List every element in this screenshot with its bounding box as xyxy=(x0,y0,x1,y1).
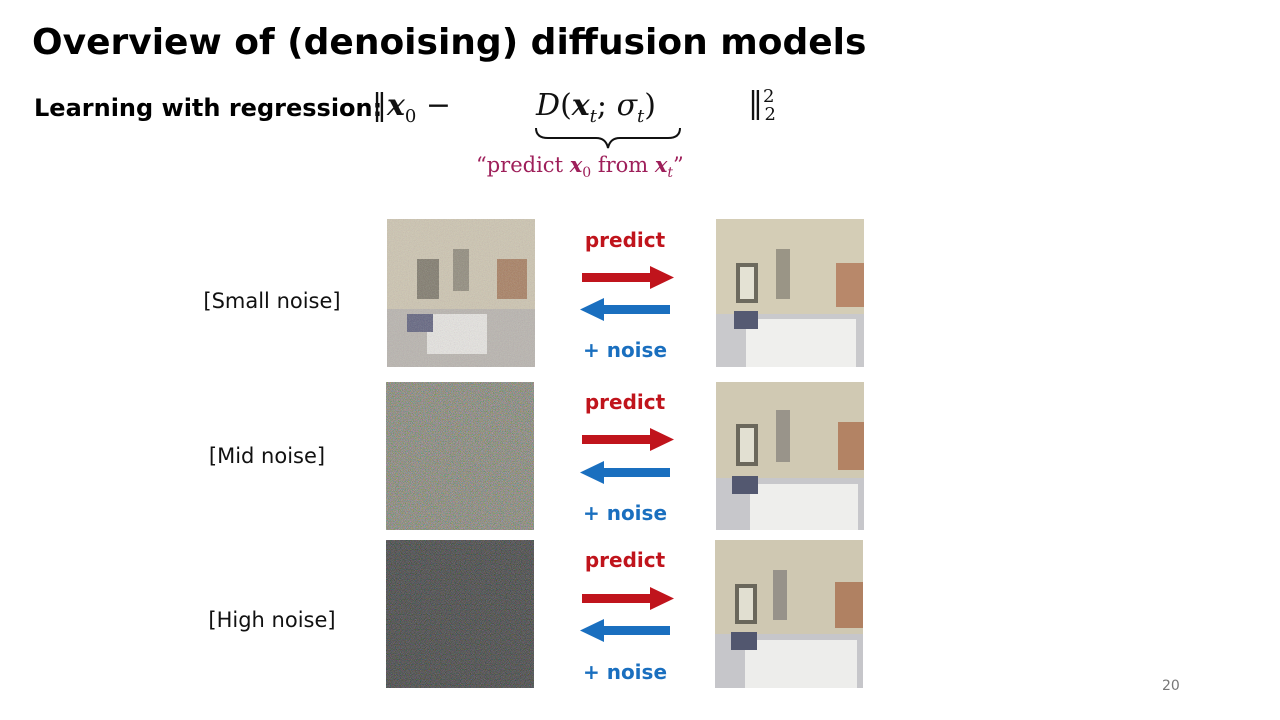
equation-norm: ‖22 xyxy=(748,86,776,125)
noise-arrow-left xyxy=(580,619,670,642)
predict-label: predict xyxy=(584,228,666,252)
predict-label: predict xyxy=(584,390,666,414)
clean-image-2 xyxy=(716,382,864,530)
predict-arrow-right xyxy=(582,587,674,610)
row-label-small-noise: [Small noise] xyxy=(203,289,341,313)
noise-label: + noise xyxy=(582,338,668,362)
equation-denoiser: D(xt; σt) xyxy=(536,88,656,127)
noise-label: + noise xyxy=(582,501,668,525)
noise-label: + noise xyxy=(582,660,668,684)
equation-left: ‖x0 − xyxy=(372,88,452,127)
noisy-image-high xyxy=(386,540,534,688)
page-number: 20 xyxy=(1162,678,1180,694)
equation-caption: “predict x0 from xt” xyxy=(476,152,684,182)
noise-arrow-left xyxy=(580,461,670,484)
row-label-mid-noise: [Mid noise] xyxy=(208,444,326,468)
clean-image-1 xyxy=(716,219,864,367)
clean-image-3 xyxy=(715,540,863,688)
row-label-high-noise: [High noise] xyxy=(208,608,336,632)
slide-title: Overview of (denoising) diffusion models xyxy=(32,22,867,63)
noisy-image-mid xyxy=(386,382,534,530)
underbrace xyxy=(535,127,681,149)
noise-arrow-left xyxy=(580,298,670,321)
predict-arrow-right xyxy=(582,428,674,451)
predict-label: predict xyxy=(584,548,666,572)
noisy-image-small xyxy=(387,219,535,367)
subtitle-learning-with-regression: Learning with regression: xyxy=(34,94,383,122)
predict-arrow-right xyxy=(582,266,674,289)
